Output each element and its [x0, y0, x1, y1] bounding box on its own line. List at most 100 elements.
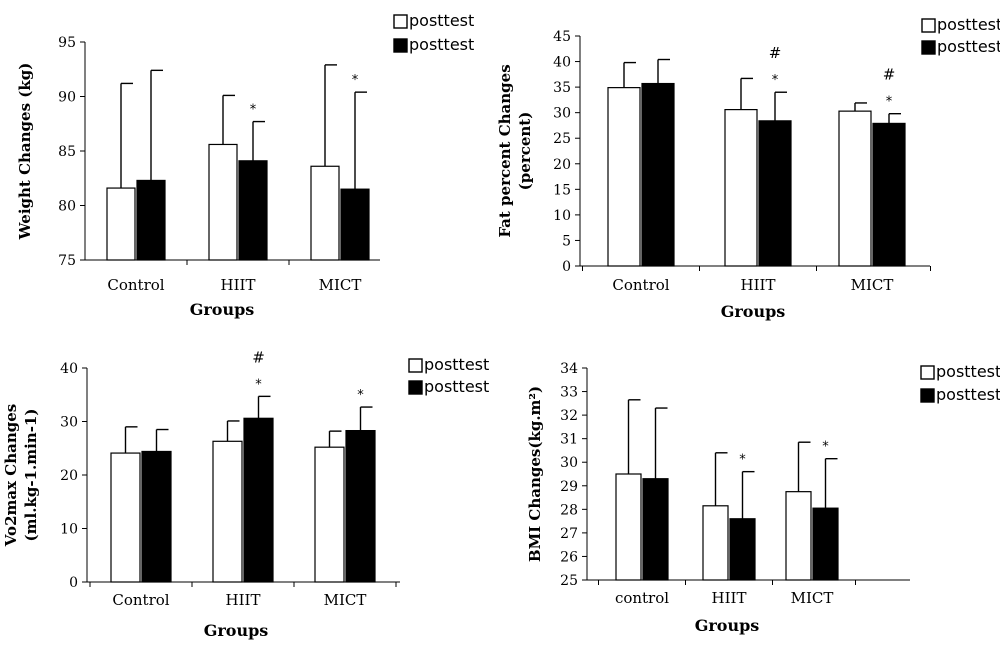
legend-label: posttest [424, 355, 489, 374]
x-axis-label: Groups [204, 621, 269, 640]
x-category-label: MICT [319, 276, 362, 294]
significance-asterisk: * [255, 377, 262, 392]
bar-filled-hiit [729, 518, 756, 581]
y-tick-label: 25 [560, 573, 578, 589]
hash-marker: # [252, 348, 265, 366]
chart-4: 25 26 27 28 29 30 31 32 33 34 control HIIT MICT * * BMI… [526, 361, 1000, 635]
y-axis-label-line: Fat percent Changes [496, 64, 514, 237]
bar-open-control [615, 473, 642, 581]
bar-open-hiit [724, 108, 758, 267]
x-axis-label: Groups [721, 302, 786, 321]
y-tick-label: 30 [553, 106, 571, 122]
y-tick-label: 25 [553, 131, 571, 147]
y-axis-label-line: Vo2max Changes [2, 404, 20, 547]
x-category-label: HIIT [226, 591, 261, 609]
y-tick-label: 30 [60, 415, 78, 431]
y-tick-label: 34 [560, 361, 578, 377]
chart-1: 75 80 85 90 95 Control HIIT MICT * * Weight Change… [16, 11, 474, 319]
y-tick-label: 10 [60, 522, 78, 538]
y-tick-label: 75 [58, 253, 76, 269]
x-category-label: Control [612, 276, 669, 294]
significance-asterisk: * [250, 103, 257, 118]
legend-label: posttest [409, 35, 474, 54]
y-tick-label: 5 [562, 233, 571, 249]
y-axis-label: Weight Changes (kg) [16, 63, 34, 241]
x-category-label: MICT [324, 591, 367, 609]
legend-label: posttest [937, 37, 1000, 56]
x-category-label: MICT [791, 589, 834, 607]
bar-open-mict [314, 446, 345, 583]
chart-2: 0 5 10 15 20 25 30 35 40 45 Control HIIT MICT # * # * Fat… [496, 15, 1000, 321]
bar-open-hiit [212, 440, 243, 583]
bar-filled-control [136, 179, 166, 261]
bar-filled-mict [340, 188, 370, 261]
legend-label: posttest [936, 385, 1000, 404]
bar-filled-hiit [238, 160, 268, 261]
y-tick-label: 35 [553, 80, 571, 96]
bar-filled-control [641, 82, 675, 267]
y-tick-label: 26 [560, 549, 578, 565]
y-tick-label: 32 [560, 408, 578, 424]
chart-3: 0 10 20 30 40 Control HIIT MICT # * * Vo2max Change… [2, 348, 489, 640]
significance-asterisk: * [886, 95, 893, 110]
bar-open-control [106, 187, 136, 261]
y-axis-label-line: (ml.kg-1.min-1) [22, 409, 40, 542]
y-tick-label: 90 [58, 90, 76, 106]
bar-filled-mict [812, 507, 839, 581]
y-tick-label: 0 [69, 575, 78, 591]
legend-label: posttest [936, 362, 1000, 381]
bar-open-mict [838, 110, 872, 267]
y-tick-label: 10 [553, 208, 571, 224]
x-category-label: Control [112, 591, 169, 609]
x-category-label: Control [107, 276, 164, 294]
legend-swatch-filled [393, 38, 408, 53]
significance-asterisk: * [772, 73, 779, 88]
y-tick-label: 20 [60, 468, 78, 484]
bar-filled-hiit [243, 417, 274, 583]
significance-asterisk: * [352, 73, 359, 88]
bar-open-control [110, 452, 141, 583]
y-tick-label: 40 [60, 361, 78, 377]
y-tick-label: 28 [560, 502, 578, 518]
y-tick-label: 80 [58, 199, 76, 215]
x-category-label: MICT [851, 276, 894, 294]
bar-open-control [607, 87, 641, 267]
y-tick-label: 40 [553, 55, 571, 71]
legend-swatch-filled [921, 40, 936, 55]
legend-swatch-open [393, 14, 408, 29]
bar-open-hiit [702, 505, 729, 581]
bar-filled-control [141, 450, 172, 583]
bar-open-hiit [208, 143, 238, 261]
y-axis-label-line: (percent) [516, 112, 534, 191]
y-axis-label: Fat percent Changes (percent) [496, 64, 534, 237]
y-tick-label: 27 [560, 526, 578, 542]
significance-asterisk: * [739, 453, 746, 468]
y-tick-label: 33 [560, 385, 578, 401]
hash-marker: # [769, 44, 782, 62]
legend-swatch-filled [408, 380, 423, 395]
y-tick-label: 29 [560, 479, 578, 495]
x-axis-label: Groups [190, 300, 255, 319]
y-tick-label: 85 [58, 144, 76, 160]
legend-label: posttest [937, 15, 1000, 34]
y-tick-label: 20 [553, 157, 571, 173]
legend-swatch-open [408, 358, 423, 373]
bar-filled-mict [872, 122, 906, 267]
y-tick-label: 31 [560, 432, 578, 448]
bar-filled-control [642, 478, 669, 581]
x-category-label: HIIT [712, 589, 747, 607]
legend-swatch-open [921, 18, 936, 33]
bar-filled-hiit [758, 120, 792, 267]
x-axis-label: Groups [695, 616, 760, 635]
legend-label: posttest [424, 377, 489, 396]
x-category-label: HIIT [741, 276, 776, 294]
y-tick-label: 95 [58, 35, 76, 51]
bar-filled-mict [345, 429, 376, 583]
y-tick-label: 15 [553, 182, 571, 198]
bar-open-mict [310, 165, 340, 261]
y-axis-label: BMI Changes(kg.m²) [526, 386, 544, 562]
significance-asterisk: * [357, 388, 364, 403]
significance-asterisk: * [822, 440, 829, 455]
y-tick-label: 0 [562, 259, 571, 275]
